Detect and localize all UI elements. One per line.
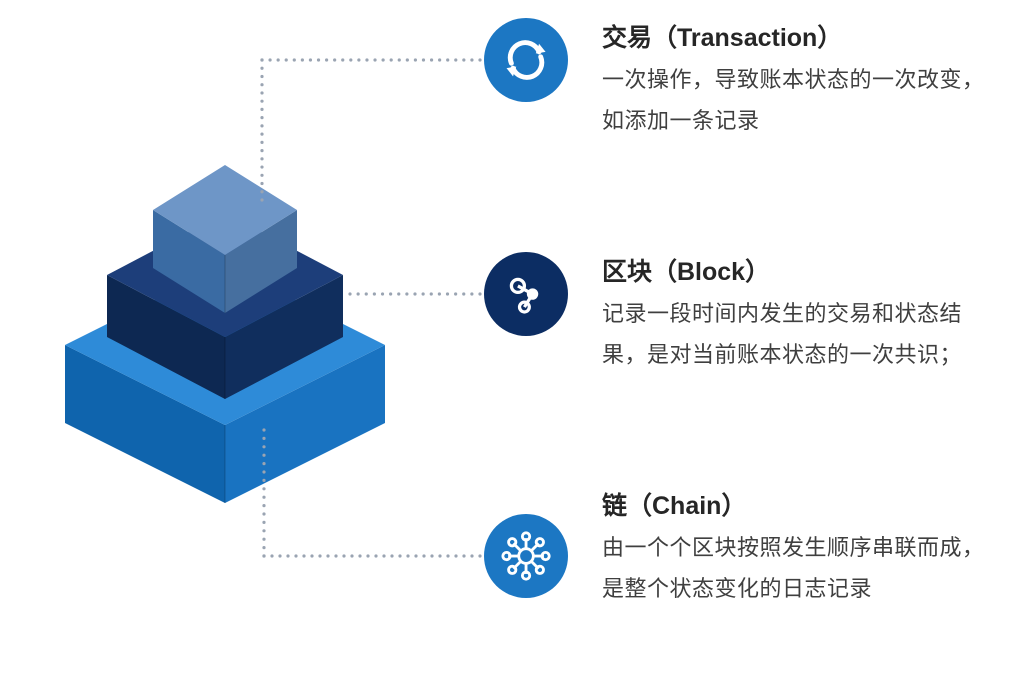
block-desc: 记录一段时间内发生的交易和状态结果，是对当前账本状态的一次共识； <box>602 294 992 375</box>
transaction-desc: 一次操作，导致账本状态的一次改变，如添加一条记录 <box>602 60 992 141</box>
transaction-title: 交易（Transaction） <box>602 18 842 54</box>
stacked-blocks <box>0 0 450 520</box>
block-title: 区块（Block） <box>602 252 770 288</box>
block-icon <box>484 252 568 336</box>
chain-icon <box>484 514 568 598</box>
chain-title: 链（Chain） <box>602 486 746 522</box>
transaction-icon <box>484 18 568 102</box>
chain-desc: 由一个个区块按照发生顺序串联而成，是整个状态变化的日志记录 <box>602 528 992 609</box>
